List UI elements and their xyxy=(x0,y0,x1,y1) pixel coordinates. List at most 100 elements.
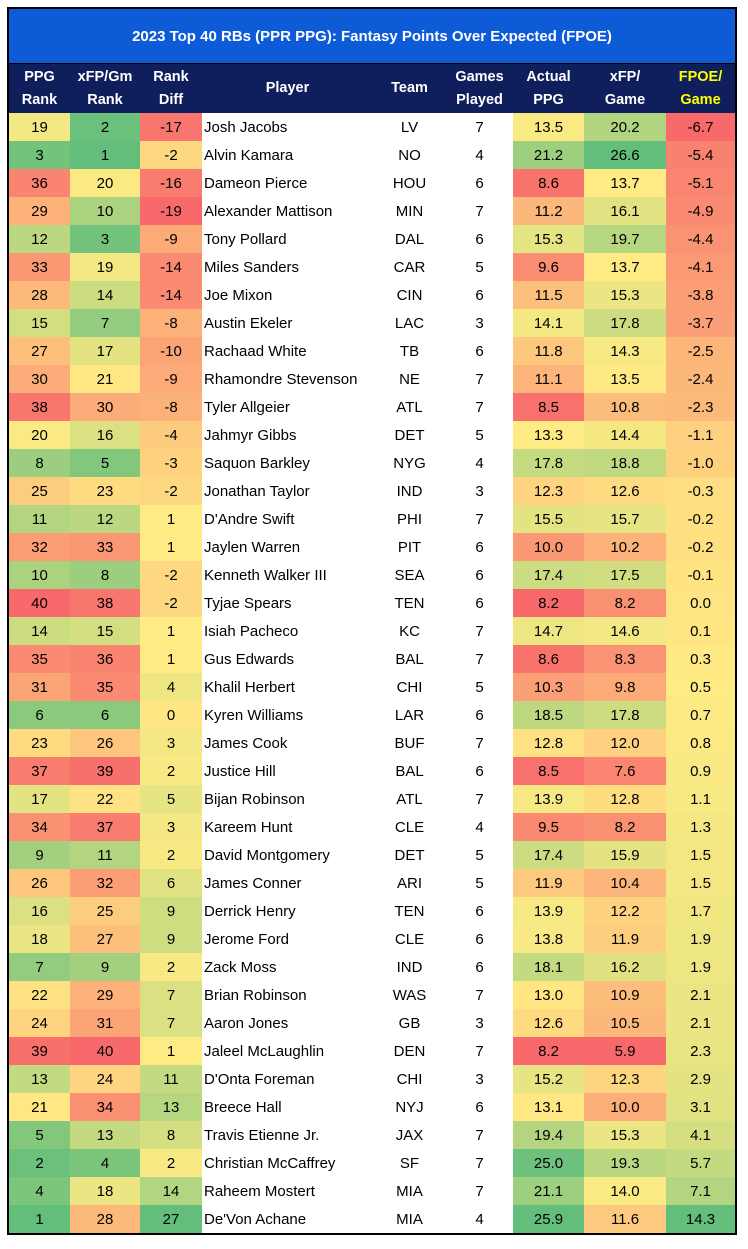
cell-actual-ppg: 14.7 xyxy=(513,617,584,645)
cell-xfp-per-game: 11.9 xyxy=(584,925,666,953)
cell-actual-ppg: 25.9 xyxy=(513,1205,584,1233)
cell-xfp-rank: 29 xyxy=(70,981,140,1009)
table-row: 32 33 1 Jaylen Warren PIT 6 10.0 10.2 -0.2 xyxy=(9,533,735,561)
cell-player: Christian McCaffrey xyxy=(204,1154,336,1172)
cell-rank-diff: -2 xyxy=(140,477,202,505)
cell-player: Saquon Barkley xyxy=(204,454,310,472)
cell-rank-diff: -2 xyxy=(140,589,202,617)
cell-ppg-rank: 33 xyxy=(9,253,70,281)
cell-xfp-rank: 33 xyxy=(70,533,140,561)
cell-fpoe-per-game: 1.9 xyxy=(666,953,735,981)
cell-fpoe-per-game: -4.4 xyxy=(666,225,735,253)
cell-xfp-per-game: 10.5 xyxy=(584,1009,666,1037)
header-xfp-rank: xFP/Gm Rank xyxy=(70,64,140,113)
cell-games-played: 6 xyxy=(475,706,484,724)
cell-ppg-rank: 13 xyxy=(9,1065,70,1093)
cell-xfp-per-game: 13.7 xyxy=(584,169,666,197)
cell-fpoe-per-game: 0.8 xyxy=(666,729,735,757)
cell-fpoe-per-game: 0.9 xyxy=(666,757,735,785)
cell-team: WAS xyxy=(392,986,427,1004)
cell-rank-diff: -9 xyxy=(140,365,202,393)
cell-xfp-per-game: 18.8 xyxy=(584,449,666,477)
cell-xfp-rank: 5 xyxy=(70,449,140,477)
table-row: 31 35 4 Khalil Herbert CHI 5 10.3 9.8 0.5 xyxy=(9,673,735,701)
cell-xfp-per-game: 12.0 xyxy=(584,729,666,757)
cell-xfp-per-game: 15.9 xyxy=(584,841,666,869)
cell-ppg-rank: 2 xyxy=(9,1149,70,1177)
cell-xfp-per-game: 7.6 xyxy=(584,757,666,785)
cell-xfp-per-game: 12.3 xyxy=(584,1065,666,1093)
cell-fpoe-per-game: -2.5 xyxy=(666,337,735,365)
header-label: Played xyxy=(456,91,503,108)
cell-actual-ppg: 11.9 xyxy=(513,869,584,897)
cell-games-played: 7 xyxy=(475,734,484,752)
cell-actual-ppg: 21.1 xyxy=(513,1177,584,1205)
cell-games-played: 7 xyxy=(475,118,484,136)
cell-ppg-rank: 9 xyxy=(9,841,70,869)
cell-xfp-per-game: 16.1 xyxy=(584,197,666,225)
cell-xfp-per-game: 15.3 xyxy=(584,281,666,309)
cell-player: Raheem Mostert xyxy=(204,1182,315,1200)
cell-actual-ppg: 12.8 xyxy=(513,729,584,757)
cell-player: Jahmyr Gibbs xyxy=(204,426,297,444)
cell-player: De'Von Achane xyxy=(204,1210,307,1228)
cell-xfp-rank: 2 xyxy=(70,113,140,141)
cell-team: PIT xyxy=(397,538,422,556)
cell-rank-diff: 2 xyxy=(140,1149,202,1177)
cell-xfp-rank: 10 xyxy=(70,197,140,225)
cell-player: Jaleel McLaughlin xyxy=(204,1042,325,1060)
cell-ppg-rank: 27 xyxy=(9,337,70,365)
cell-team: GB xyxy=(398,1014,421,1032)
cell-xfp-per-game: 12.8 xyxy=(584,785,666,813)
cell-games-played: 5 xyxy=(475,846,484,864)
cell-games-played: 6 xyxy=(475,594,484,612)
cell-rank-diff: 9 xyxy=(140,897,202,925)
cell-fpoe-per-game: -1.0 xyxy=(666,449,735,477)
cell-team: DAL xyxy=(394,230,425,248)
cell-fpoe-per-game: 1.3 xyxy=(666,813,735,841)
cell-rank-diff: 13 xyxy=(140,1093,202,1121)
cell-actual-ppg: 15.5 xyxy=(513,505,584,533)
cell-actual-ppg: 17.4 xyxy=(513,561,584,589)
cell-xfp-rank: 12 xyxy=(70,505,140,533)
table-row: 13 24 11 D'Onta Foreman CHI 3 15.2 12.3 2.9 xyxy=(9,1065,735,1093)
cell-team: SEA xyxy=(394,566,425,584)
cell-rank-diff: -14 xyxy=(140,281,202,309)
header-label: Rank xyxy=(21,91,58,108)
cell-xfp-per-game: 14.6 xyxy=(584,617,666,645)
cell-rank-diff: -4 xyxy=(140,421,202,449)
cell-xfp-per-game: 15.3 xyxy=(584,1121,666,1149)
cell-rank-diff: 1 xyxy=(140,617,202,645)
cell-actual-ppg: 8.6 xyxy=(513,169,584,197)
cell-xfp-rank: 34 xyxy=(70,1093,140,1121)
cell-xfp-rank: 26 xyxy=(70,729,140,757)
header-team: Team xyxy=(373,64,446,113)
cell-ppg-rank: 37 xyxy=(9,757,70,785)
table-row: 22 29 7 Brian Robinson WAS 7 13.0 10.9 2.1 xyxy=(9,981,735,1009)
cell-player: Breece Hall xyxy=(204,1098,282,1116)
cell-player: Tyjae Spears xyxy=(204,594,292,612)
table-row: 5 13 8 Travis Etienne Jr. JAX 7 19.4 15.3 4.1 xyxy=(9,1121,735,1149)
cell-rank-diff: 5 xyxy=(140,785,202,813)
cell-player: Bijan Robinson xyxy=(204,790,305,808)
cell-player: Tyler Allgeier xyxy=(204,398,290,416)
header-row: PPG Rank xFP/Gm Rank Rank Diff Player Team Games… xyxy=(9,64,735,113)
cell-player: Jerome Ford xyxy=(204,930,290,948)
cell-team: ARI xyxy=(396,874,422,892)
header-label: Rank xyxy=(153,68,189,85)
cell-rank-diff: 3 xyxy=(140,729,202,757)
header-label: Rank xyxy=(87,91,123,108)
cell-games-played: 6 xyxy=(475,762,484,780)
cell-xfp-per-game: 10.9 xyxy=(584,981,666,1009)
cell-team: MIA xyxy=(396,1210,423,1228)
cell-games-played: 6 xyxy=(475,902,484,920)
cell-player: Justice Hill xyxy=(204,762,276,780)
cell-team: IND xyxy=(396,958,423,976)
cell-games-played: 7 xyxy=(475,650,484,668)
cell-fpoe-per-game: 0.3 xyxy=(666,645,735,673)
cell-ppg-rank: 14 xyxy=(9,617,70,645)
header-label: xFP/ xyxy=(609,68,641,85)
cell-rank-diff: 7 xyxy=(140,1009,202,1037)
cell-ppg-rank: 26 xyxy=(9,869,70,897)
cell-fpoe-per-game: -5.4 xyxy=(666,141,735,169)
